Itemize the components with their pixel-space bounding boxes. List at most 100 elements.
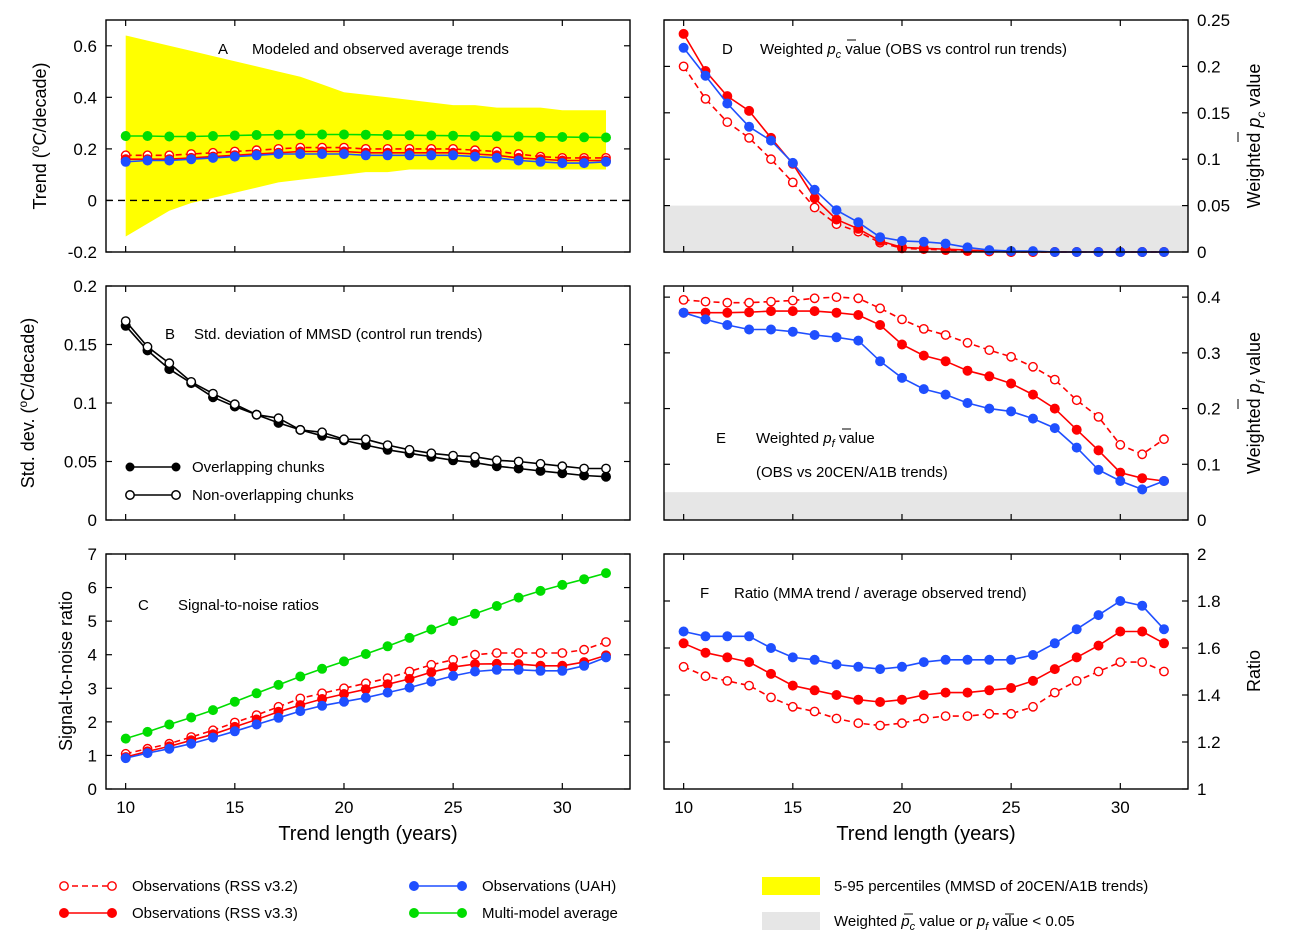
panel-f-xtick-label: 10 bbox=[674, 798, 693, 817]
panel-f-data-point bbox=[1006, 708, 1016, 719]
panel-f-data-point bbox=[809, 654, 820, 665]
panel-c-data-point bbox=[273, 679, 284, 690]
panel-e-data-point bbox=[984, 345, 995, 355]
panel-f-data-point bbox=[1071, 624, 1082, 635]
panel-e-data-point bbox=[744, 297, 754, 308]
panel-d-data-point bbox=[678, 28, 689, 39]
panel-b-ytick-label: 0.05 bbox=[64, 453, 97, 472]
panel-f-data-point bbox=[1049, 687, 1060, 698]
panel-f-series-1 bbox=[678, 626, 1170, 708]
legend-gray-sub-c: c bbox=[910, 921, 916, 933]
panel-a-letter: A bbox=[218, 41, 228, 58]
panel-e-title-pre: Weighted bbox=[756, 430, 823, 447]
panel-b-data-point bbox=[491, 455, 502, 466]
panel-d-data-point bbox=[700, 94, 711, 104]
panel-c-data-point bbox=[295, 706, 306, 717]
panel-b-ylabel-degree: o bbox=[16, 401, 30, 408]
panel-f-data-point bbox=[1137, 626, 1148, 637]
panel-e-plot-area bbox=[664, 292, 1188, 520]
panel-f-data-point bbox=[962, 687, 973, 698]
panel-b-legend-nonoverlapping-label: Non-overlapping chunks bbox=[192, 487, 354, 504]
panel-f-title: Ratio (MMA trend / average observed tren… bbox=[734, 585, 1027, 602]
panel-f-series-2 bbox=[678, 596, 1170, 675]
panel-e-data-point bbox=[1093, 464, 1104, 475]
panel-f-data-point bbox=[1159, 638, 1170, 649]
panel-e-data-point bbox=[1071, 424, 1082, 435]
panel-e-data-point bbox=[940, 330, 951, 340]
panel-c-data-point bbox=[164, 743, 175, 754]
panel-d-y-ticks: 0 0.05 0.1 0.15 0.2 0.25 bbox=[664, 11, 1230, 262]
panel-e: 00.10.20.30.4 E Weighted pf value (OBS v… bbox=[663, 285, 1268, 530]
panel-a-data-point bbox=[404, 150, 415, 161]
panel-a-data-point bbox=[469, 151, 480, 162]
panel-d-data-point bbox=[984, 245, 995, 256]
panel-a-data-point bbox=[317, 148, 328, 159]
panel-e-data-point bbox=[1115, 439, 1126, 450]
panel-b-x-ticks bbox=[125, 286, 563, 520]
panel-f-data-point bbox=[984, 685, 995, 696]
panel-a-data-point bbox=[273, 129, 284, 140]
panel-b-plot-area bbox=[120, 316, 612, 482]
panel-c-data-point bbox=[382, 641, 393, 652]
panel-a-data-point bbox=[448, 130, 459, 141]
panel-f-data-point bbox=[1049, 638, 1060, 649]
panel-a-data-point bbox=[295, 148, 306, 159]
panel-c-data-point bbox=[448, 662, 459, 673]
panel-f-data-point bbox=[897, 661, 908, 672]
panel-d-data-point bbox=[809, 193, 820, 204]
panel-a-ytick-label: 0.6 bbox=[73, 37, 97, 56]
panel-e-frame bbox=[663, 285, 1189, 521]
panel-f-data-point bbox=[722, 652, 733, 663]
panel-c-data-point bbox=[186, 738, 197, 749]
panel-b-ytick-label: 0.15 bbox=[64, 336, 97, 355]
panel-b-data-point bbox=[186, 376, 197, 387]
panel-b-legend-overlapping-marker bbox=[125, 462, 135, 472]
panel-c-data-point bbox=[579, 660, 590, 671]
panel-c-data-point bbox=[557, 648, 568, 658]
panel-a-ytick-label: -0.2 bbox=[68, 243, 97, 262]
panel-f-data-point bbox=[875, 720, 885, 731]
panel-a-data-point bbox=[120, 130, 131, 141]
panel-f-data-point bbox=[1093, 640, 1104, 651]
panel-e-ylabel-pre: Weighted bbox=[1244, 393, 1264, 474]
panel-d-x-ticks bbox=[683, 20, 1121, 252]
panel-e-title-post: value bbox=[835, 430, 875, 447]
panel-f-y-ticks: 1 1.2 1.4 1.6 1.8 2 bbox=[664, 545, 1221, 799]
panel-f-ytick-label: 1.4 bbox=[1197, 686, 1221, 705]
panel-e-data-point bbox=[766, 324, 777, 335]
panel-f-xtick-label: 20 bbox=[893, 798, 912, 817]
panel-c-data-point bbox=[404, 632, 415, 643]
panel-f-data-point bbox=[962, 711, 973, 721]
panel-b-letter: B bbox=[165, 326, 175, 343]
panel-c-xtick-label: 30 bbox=[553, 798, 572, 817]
panel-d-ytick-label: 0.15 bbox=[1197, 104, 1230, 123]
panel-f-data-point bbox=[853, 694, 864, 705]
panel-e-data-point bbox=[1137, 449, 1148, 460]
panel-e-data-point bbox=[962, 397, 973, 408]
panel-c-data-point bbox=[317, 700, 328, 711]
panel-d-ylabel: Weighted pc value bbox=[1244, 64, 1268, 209]
panel-c-data-point bbox=[579, 574, 590, 585]
panel-a-data-point bbox=[164, 155, 175, 166]
panel-e-ytick-label: 0 bbox=[1197, 511, 1206, 530]
panel-f-data-point bbox=[1071, 652, 1082, 663]
panel-e-letter: E bbox=[716, 430, 726, 447]
panel-c-ylabel: Signal-to-noise ratio bbox=[56, 591, 76, 751]
panel-b-data-point bbox=[273, 413, 284, 424]
panel-c-data-point bbox=[557, 579, 568, 590]
panel-f-ylabel: Ratio bbox=[1244, 650, 1264, 692]
legend-label: Observations (RSS v3.3) bbox=[132, 905, 298, 922]
panel-d-data-point bbox=[744, 105, 755, 116]
panel-d-data-point bbox=[962, 242, 973, 253]
panel-f-data-point bbox=[940, 687, 951, 698]
panel-c-data-point bbox=[557, 665, 568, 676]
panel-c-plot-area bbox=[120, 568, 612, 764]
panel-e-data-point bbox=[831, 307, 842, 318]
panel-a-y-ticks: -0.2 0 0.2 0.4 0.6 bbox=[68, 37, 630, 262]
panel-d-data-point bbox=[722, 117, 733, 128]
panel-a-data-point bbox=[404, 130, 415, 141]
panel-b-data-point bbox=[120, 316, 131, 326]
panel-e-data-point bbox=[1049, 403, 1060, 414]
panel-b-data-point bbox=[382, 440, 393, 450]
